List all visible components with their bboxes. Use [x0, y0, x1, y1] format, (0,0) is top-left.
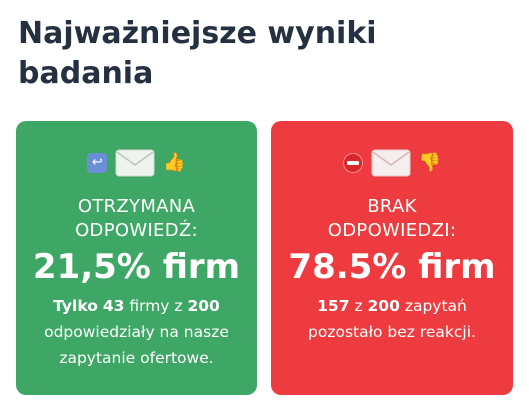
- no-response-icons: 👎: [271, 149, 513, 177]
- received-icons: ↩ 👍: [16, 149, 257, 177]
- desc-text: firmy z: [129, 297, 183, 315]
- no-response-label-line2: ODPOWIEDZI:: [327, 220, 457, 241]
- no-response-description: 157 z 200 zapytań pozostało bez reakcji.: [279, 293, 505, 345]
- envelope-icon: [115, 149, 155, 177]
- received-label: OTRZYMANA ODPOWIEDŹ:: [16, 195, 257, 243]
- thumbs-up-icon: 👍: [163, 152, 186, 173]
- no-response-card: 👎 BRAK ODPOWIEDZI: 78.5% firm 157 z 200 …: [271, 121, 513, 395]
- thumbs-down-icon: 👎: [418, 152, 442, 173]
- desc-text: z: [354, 297, 363, 315]
- desc-line: zapytanie ofertowe.: [59, 349, 214, 367]
- envelope-icon: [371, 149, 411, 177]
- page-title: Najważniejsze wyniki badania: [18, 16, 377, 91]
- received-label-line1: OTRZYMANA: [77, 196, 196, 217]
- no-response-percentage: 78.5% firm: [288, 247, 496, 287]
- received-percentage: 21,5% firm: [32, 247, 241, 287]
- received-label-line2: ODPOWIEDŹ:: [75, 220, 198, 241]
- desc-number: 157: [317, 297, 350, 315]
- received-description: Tylko 43 firmy z 200 odpowiedziały na na…: [24, 293, 249, 371]
- desc-number: 200: [187, 297, 220, 315]
- desc-text: zapytań: [404, 297, 467, 315]
- reply-arrow-icon: ↩: [87, 153, 108, 173]
- desc-text: Tylko: [53, 297, 98, 315]
- desc-number: 43: [102, 297, 125, 315]
- desc-line: odpowiedziały na nasze: [44, 323, 229, 341]
- no-entry-icon: [342, 153, 363, 173]
- received-response-card: ↩ 👍 OTRZYMANA ODPOWIEDŹ: 21,5% firm Tylk…: [16, 121, 257, 395]
- desc-number: 200: [367, 297, 400, 315]
- no-response-label-line1: BRAK: [367, 196, 417, 217]
- desc-line: pozostało bez reakcji.: [308, 323, 476, 341]
- no-response-label: BRAK ODPOWIEDZI:: [271, 195, 513, 243]
